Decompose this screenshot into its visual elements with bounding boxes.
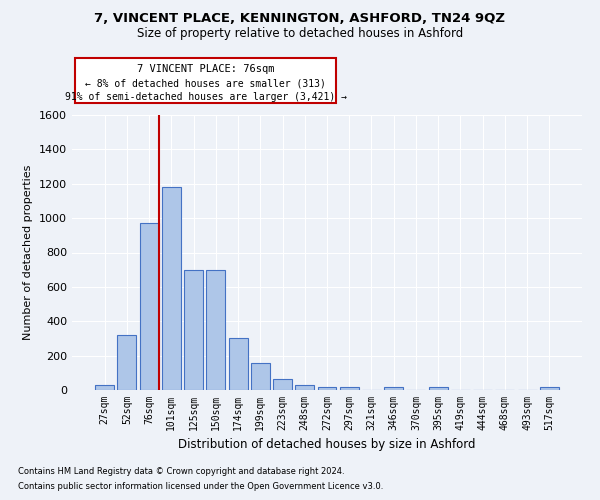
Text: ← 8% of detached houses are smaller (313): ← 8% of detached houses are smaller (313… bbox=[85, 78, 326, 88]
Bar bbox=[273, 379, 292, 390]
Text: Contains public sector information licensed under the Open Government Licence v3: Contains public sector information licen… bbox=[18, 482, 383, 491]
Bar bbox=[118, 335, 136, 390]
Text: Size of property relative to detached houses in Ashford: Size of property relative to detached ho… bbox=[137, 28, 463, 40]
Text: 91% of semi-detached houses are larger (3,421) →: 91% of semi-detached houses are larger (… bbox=[65, 92, 347, 102]
Bar bbox=[384, 388, 403, 390]
Bar bbox=[540, 388, 559, 390]
Bar bbox=[95, 385, 114, 390]
Bar bbox=[229, 338, 248, 390]
Bar bbox=[251, 364, 270, 390]
Bar bbox=[206, 270, 225, 390]
Bar bbox=[162, 187, 181, 390]
Bar bbox=[317, 386, 337, 390]
Text: Contains HM Land Registry data © Crown copyright and database right 2024.: Contains HM Land Registry data © Crown c… bbox=[18, 467, 344, 476]
X-axis label: Distribution of detached houses by size in Ashford: Distribution of detached houses by size … bbox=[178, 438, 476, 452]
Bar bbox=[295, 385, 314, 390]
Y-axis label: Number of detached properties: Number of detached properties bbox=[23, 165, 34, 340]
Bar bbox=[340, 386, 359, 390]
Bar bbox=[429, 388, 448, 390]
Text: 7, VINCENT PLACE, KENNINGTON, ASHFORD, TN24 9QZ: 7, VINCENT PLACE, KENNINGTON, ASHFORD, T… bbox=[95, 12, 505, 26]
Text: 7 VINCENT PLACE: 76sqm: 7 VINCENT PLACE: 76sqm bbox=[137, 64, 274, 74]
Bar bbox=[184, 270, 203, 390]
Bar bbox=[140, 224, 158, 390]
